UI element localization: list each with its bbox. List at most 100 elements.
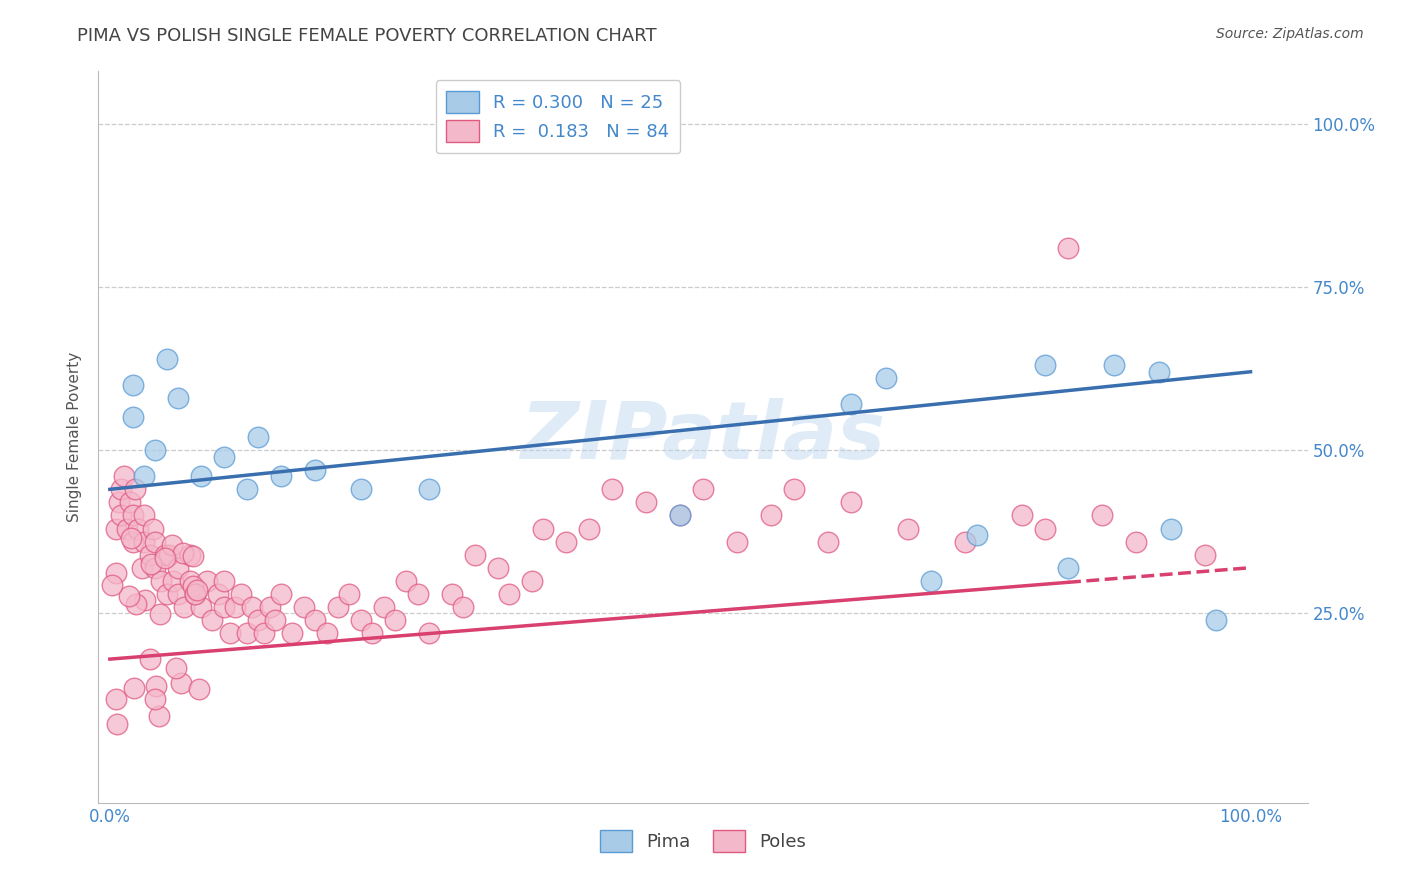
Point [304,613,326,627]
Point [162,574,184,588]
Point [229,587,252,601]
Point [145,679,167,693]
Point [139,652,162,666]
Point [1057,241,1080,255]
Legend: Pima, Poles: Pima, Poles [592,823,814,860]
Point [1033,521,1056,535]
Point [247,430,270,444]
Point [955,534,977,549]
Point [110,483,132,497]
Point [1194,548,1216,562]
Point [235,626,257,640]
Point [247,613,270,627]
Point [157,548,180,562]
Point [153,550,176,565]
Point [264,613,287,627]
Point [104,566,127,581]
Point [350,483,373,497]
Point [361,626,384,640]
Point [173,599,195,614]
Point [875,371,897,385]
Point [170,675,193,690]
Point [669,508,692,523]
Point [145,443,167,458]
Point [120,495,142,509]
Point [270,587,292,601]
Point [156,351,179,366]
Point [326,599,349,614]
Point [783,483,806,497]
Point [132,508,155,523]
Point [125,597,148,611]
Point [555,534,578,549]
Point [184,587,207,601]
Point [165,660,187,674]
Point [145,692,167,706]
Point [897,521,920,535]
Point [259,599,281,614]
Point [120,531,142,545]
Point [121,410,143,425]
Point [167,560,190,574]
Point [181,549,204,563]
Point [121,508,143,523]
Point [190,469,212,483]
Point [212,599,235,614]
Point [186,582,208,597]
Point [578,521,600,535]
Point [112,469,135,483]
Point [634,495,657,509]
Point [105,691,128,706]
Point [373,599,395,614]
Point [149,607,172,622]
Point [520,574,543,588]
Point [725,534,748,549]
Point [224,599,246,614]
Point [115,521,138,535]
Point [118,589,141,603]
Point [270,469,292,483]
Point [188,681,211,696]
Point [101,578,124,592]
Point [131,560,153,574]
Point [156,587,179,601]
Point [1149,365,1171,379]
Point [132,469,155,483]
Point [134,593,156,607]
Point [486,560,509,574]
Point [167,391,190,405]
Point [253,626,276,640]
Point [464,548,486,562]
Point [201,613,224,627]
Point [1102,358,1125,372]
Point [600,483,623,497]
Point [132,534,155,549]
Point [105,716,128,731]
Point [350,613,373,627]
Point [281,626,304,640]
Point [212,574,235,588]
Point [1160,521,1182,535]
Point [406,587,429,601]
Point [531,521,554,535]
Point [179,548,201,562]
Point [153,548,176,562]
Point [207,587,229,601]
Point [121,534,143,549]
Point [160,538,183,552]
Point [817,534,839,549]
Point [195,574,218,588]
Point [139,548,162,562]
Point [1091,508,1114,523]
Y-axis label: Single Female Poverty: Single Female Poverty [67,352,83,522]
Point [453,599,475,614]
Point [172,546,194,560]
Point [167,587,190,601]
Point [179,574,201,588]
Point [1125,534,1147,549]
Point [108,495,131,509]
Point [142,521,165,535]
Point [181,579,204,593]
Point [337,587,360,601]
Point [148,709,170,723]
